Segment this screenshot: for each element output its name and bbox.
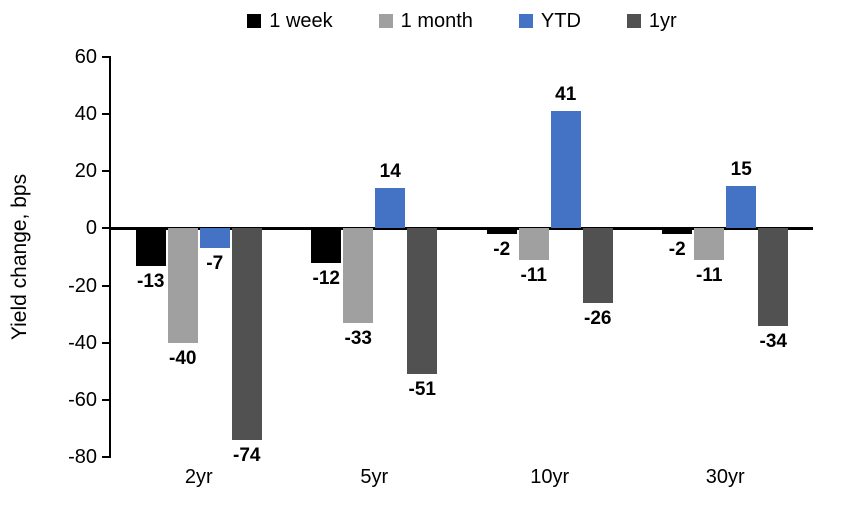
- chart-legend: 1 week 1 month YTD 1yr: [111, 9, 813, 33]
- legend-label: 1 month: [400, 10, 473, 32]
- bar-value-label: -74: [233, 444, 261, 466]
- x-tick-label: 10yr: [530, 466, 570, 488]
- legend-item: YTD: [518, 9, 581, 33]
- y-tick-label: 0: [85, 217, 97, 240]
- bar: [167, 228, 198, 343]
- bar: [694, 228, 725, 260]
- bar-value-label: -13: [137, 270, 165, 292]
- bar-value-label: 15: [730, 158, 752, 180]
- legend-label: YTD: [540, 10, 581, 32]
- bar-value-label: -11: [520, 264, 547, 286]
- bar-value-label: -12: [312, 267, 340, 289]
- legend-label: 1 week: [269, 10, 333, 32]
- bar-value-label: 41: [555, 84, 577, 106]
- bar: [550, 111, 581, 229]
- y-tick-mark: [102, 341, 111, 344]
- bar-value-label: -2: [668, 239, 686, 261]
- x-tick-label: 5yr: [360, 466, 389, 488]
- bar-value-label: -7: [206, 253, 224, 275]
- bar-value-label: -51: [408, 379, 436, 401]
- legend-swatch-icon: [518, 14, 533, 28]
- y-axis-line: [109, 57, 111, 457]
- bar-value-label: -34: [759, 330, 787, 352]
- y-tick-label: 40: [74, 103, 97, 126]
- bar: [407, 228, 438, 375]
- y-tick-mark: [102, 398, 111, 401]
- x-tick-label: 2yr: [184, 466, 213, 488]
- y-tick-label: -80: [68, 446, 97, 468]
- y-tick-mark: [102, 113, 111, 116]
- y-tick-mark: [102, 170, 111, 173]
- bar-value-label: 14: [379, 161, 401, 183]
- bar: [231, 228, 262, 440]
- bar-value-label: -11: [696, 264, 723, 286]
- bar: [135, 228, 166, 266]
- legend-swatch-icon: [378, 14, 393, 28]
- bar-value-label: -2: [493, 239, 511, 261]
- x-axis-zero-line: [111, 226, 813, 230]
- bar-value-label: -40: [169, 347, 197, 369]
- y-tick-mark: [102, 284, 111, 287]
- legend-item: 1yr: [626, 9, 677, 33]
- bar: [486, 228, 517, 235]
- legend-label: 1yr: [648, 10, 677, 32]
- y-tick-label: -40: [68, 331, 97, 354]
- y-tick-label: 20: [74, 160, 97, 183]
- bar: [726, 185, 757, 229]
- legend-item: 1 week: [247, 9, 333, 33]
- y-tick-label: -20: [68, 274, 97, 297]
- y-tick-label: 60: [74, 46, 97, 68]
- legend-swatch-icon: [247, 14, 262, 28]
- bar: [662, 228, 693, 235]
- y-axis-title: Yield change, bps: [6, 57, 34, 457]
- legend-item: 1 month: [378, 9, 473, 33]
- bar: [343, 228, 374, 323]
- legend-swatch-icon: [626, 14, 641, 28]
- bar-value-label: -26: [584, 307, 612, 329]
- bar: [311, 228, 342, 263]
- bar: [518, 228, 549, 260]
- y-tick-mark: [102, 227, 111, 230]
- bar: [758, 228, 789, 326]
- bar: [375, 188, 406, 229]
- y-tick-mark: [102, 56, 111, 58]
- bar-value-label: -33: [344, 327, 372, 349]
- y-tick-label: -60: [68, 388, 97, 411]
- bar: [582, 228, 613, 303]
- y-axis-title-text: Yield change, bps: [8, 173, 31, 341]
- bar: [199, 228, 230, 249]
- x-tick-label: 30yr: [705, 466, 745, 488]
- y-tick-mark: [102, 456, 111, 458]
